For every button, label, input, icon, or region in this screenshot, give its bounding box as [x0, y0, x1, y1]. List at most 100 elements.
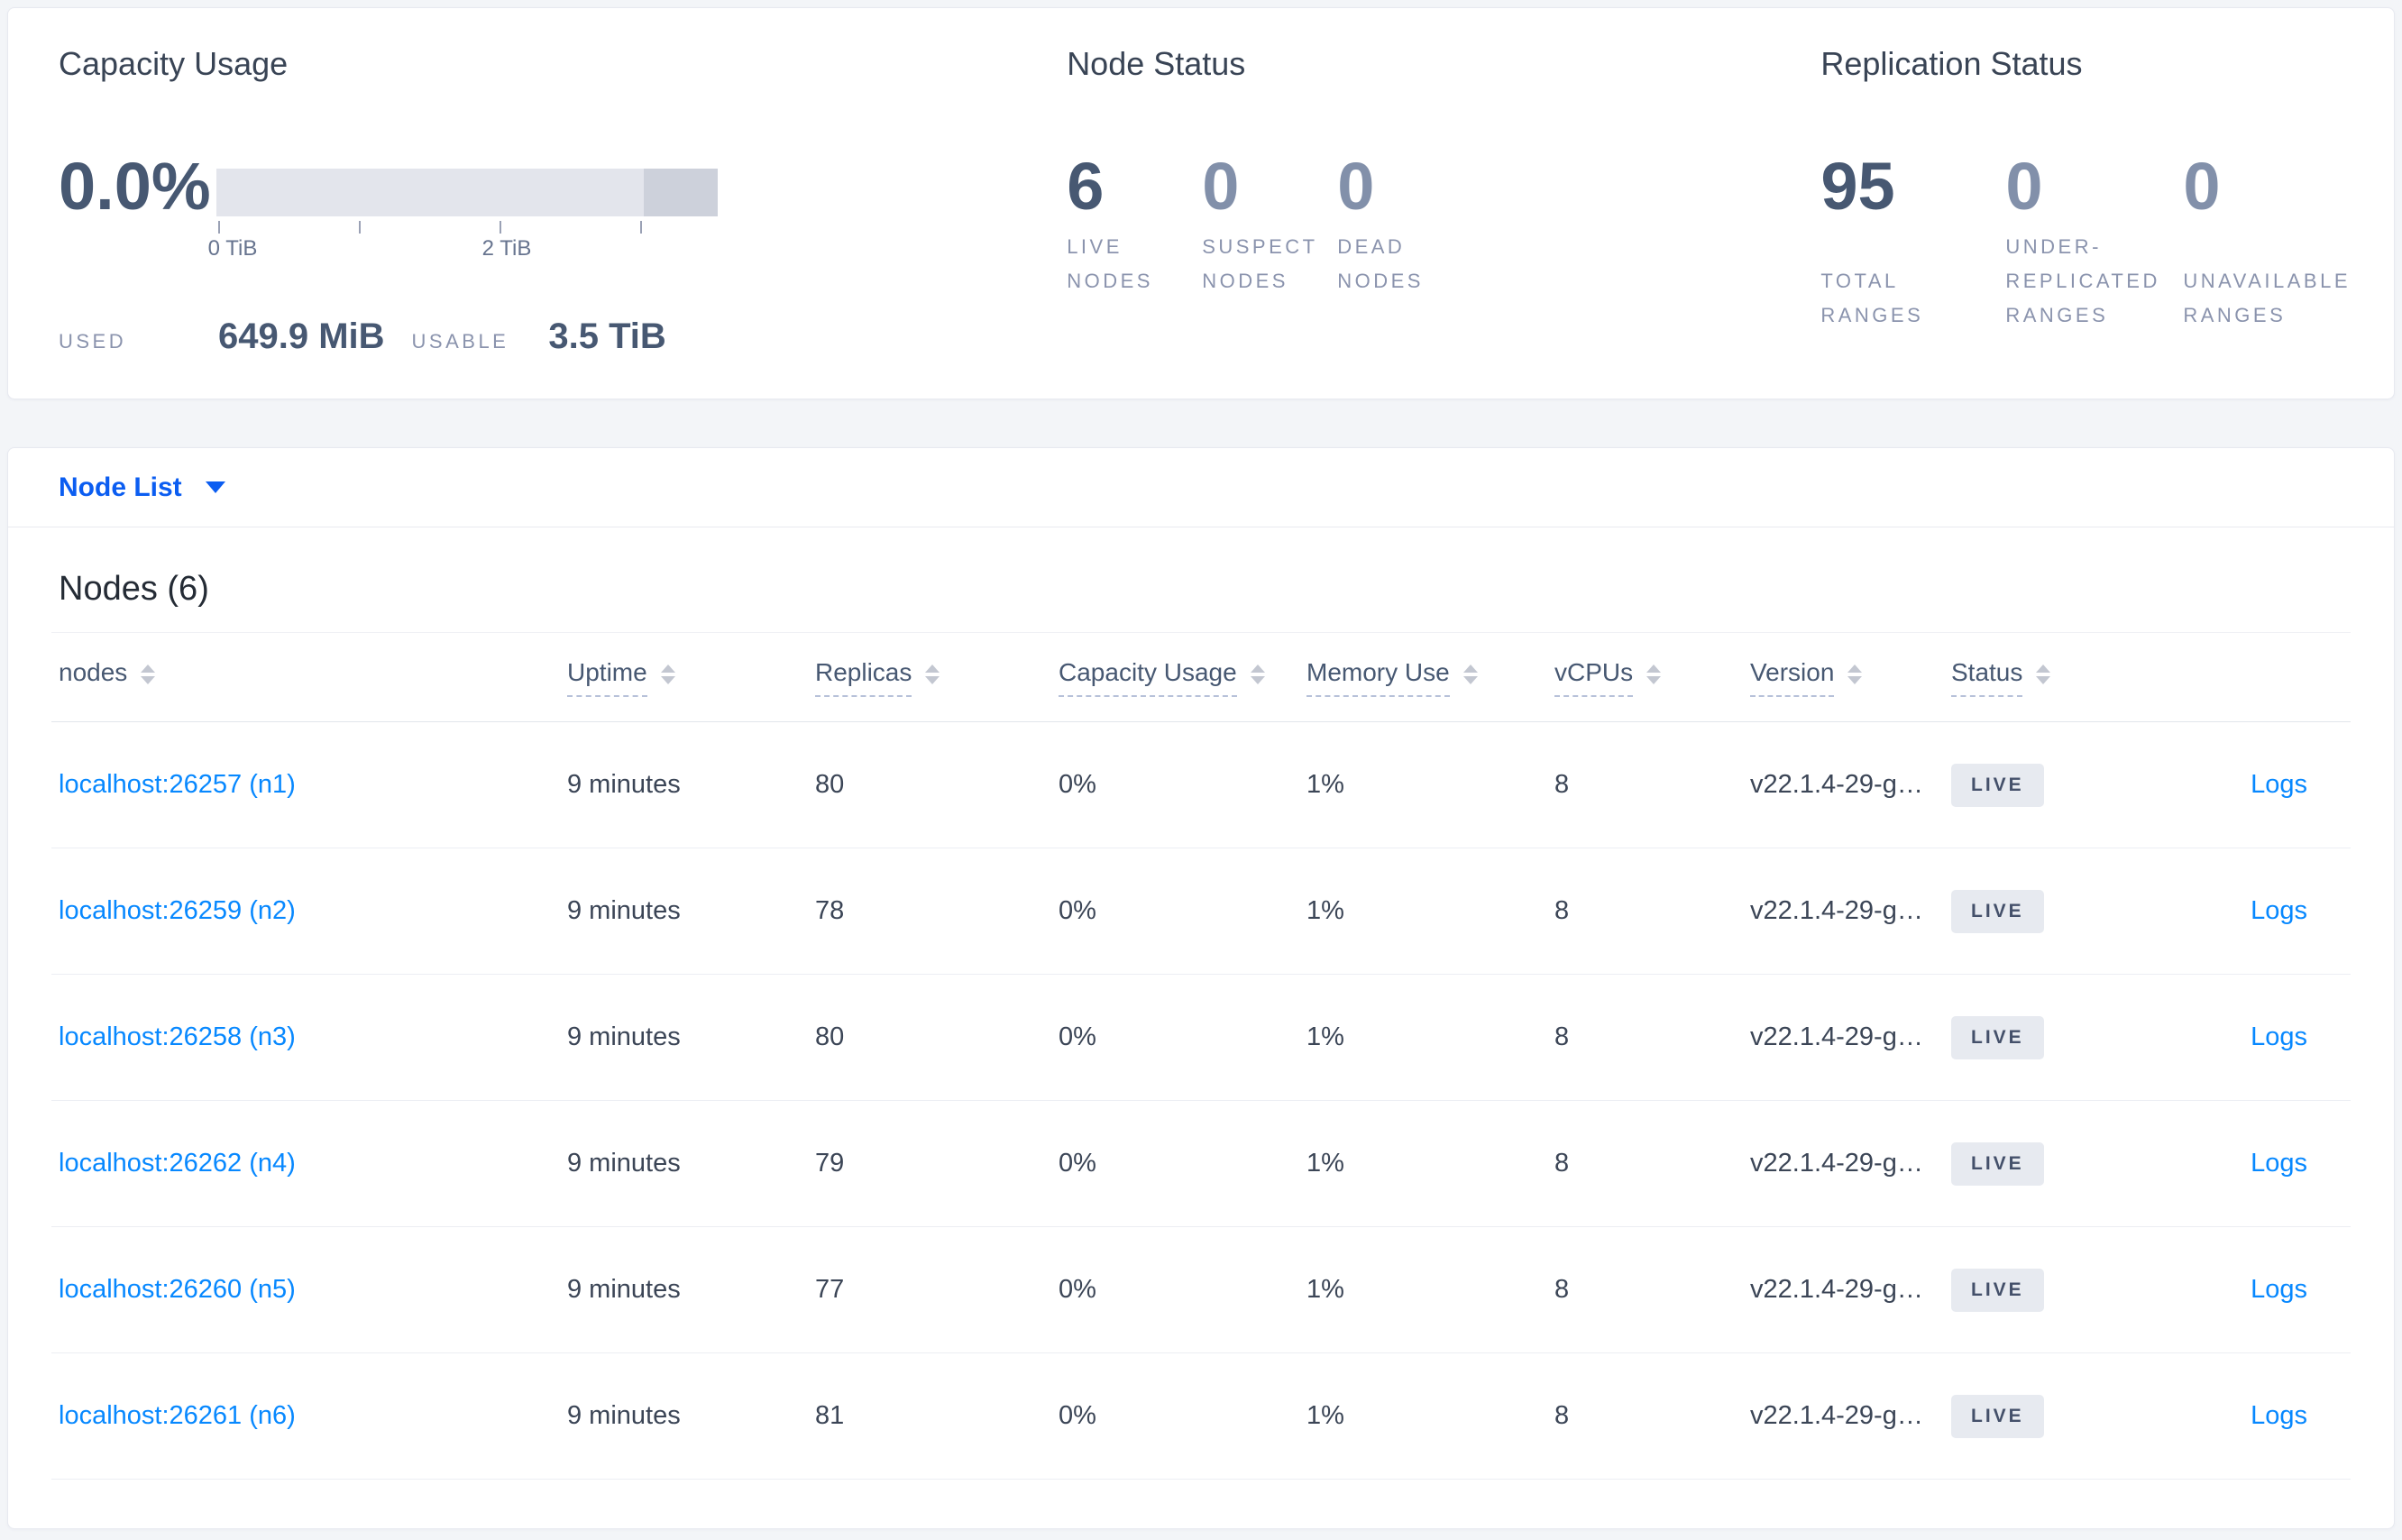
nodes-table-body: localhost:26257 (n1) 9 minutes 80 0% 1% … [51, 722, 2351, 1480]
uptime-cell: 9 minutes [567, 1275, 681, 1304]
vcpus-cell: 8 [1554, 1149, 1570, 1178]
replicas-cell: 78 [815, 896, 845, 925]
vcpus-cell: 8 [1554, 1401, 1570, 1430]
sort-icon [1462, 665, 1478, 684]
dead-nodes-count: 0 [1337, 149, 1375, 224]
column-label: Capacity Usage [1059, 657, 1237, 697]
table-row: localhost:26259 (n2) 9 minutes 78 0% 1% … [51, 848, 2351, 975]
capacity-bar-tick-labels: 0 TiB 2 TiB [208, 234, 718, 263]
node-list-dropdown[interactable]: Node List [59, 472, 225, 502]
node-status-metrics: 6 LIVE NODES 0 SUSPECT NODES 0 DEAD NODE… [1067, 147, 1820, 300]
version-cell: v22.1.4-29-g… [1750, 770, 1923, 799]
node-list-card: Node List Nodes (6) nodes Uptime Replica… [7, 447, 2395, 1529]
used-label: USED [59, 330, 127, 353]
table-row: localhost:26260 (n5) 9 minutes 77 0% 1% … [51, 1227, 2351, 1353]
sort-icon [925, 665, 940, 684]
node-status-title: Node Status [1067, 45, 1246, 82]
status-badge: LIVE [1951, 1268, 2044, 1312]
dead-nodes-label: DEAD NODES [1337, 235, 1424, 292]
replication-status-title: Replication Status [1820, 45, 2083, 82]
uptime-cell: 9 minutes [567, 1149, 681, 1178]
logs-link[interactable]: Logs [2251, 896, 2307, 925]
unavailable-ranges-count: 0 [2183, 149, 2221, 224]
logs-link[interactable]: Logs [2251, 770, 2307, 799]
node-list-dropdown-label: Node List [59, 472, 182, 502]
node-link[interactable]: localhost:26258 (n3) [59, 1022, 296, 1051]
suspect-nodes-count: 0 [1202, 149, 1240, 224]
node-link[interactable]: localhost:26260 (n5) [59, 1275, 296, 1304]
capacity-used-row: USED 649.9 MiB USABLE 3.5 TiB [59, 316, 1067, 362]
capacity-cell: 0% [1059, 1275, 1096, 1304]
capacity-cell: 0% [1059, 1401, 1096, 1430]
version-cell: v22.1.4-29-g… [1750, 1275, 1923, 1304]
vcpus-cell: 8 [1554, 1275, 1570, 1304]
status-badge: LIVE [1951, 889, 2044, 933]
column-header-uptime[interactable]: Uptime [545, 657, 793, 697]
column-label: Uptime [567, 657, 647, 697]
replicas-cell: 77 [815, 1275, 845, 1304]
view-selector-row: Node List [8, 448, 2394, 527]
column-label: Status [1951, 657, 2023, 697]
nodes-table: nodes Uptime Replicas Capacity Usage Mem… [51, 632, 2351, 1480]
table-row: localhost:26262 (n4) 9 minutes 79 0% 1% … [51, 1101, 2351, 1227]
capacity-bar: 0 TiB 2 TiB [208, 169, 718, 261]
status-badge: LIVE [1951, 1141, 2044, 1186]
column-header-status[interactable]: Status [1930, 657, 2177, 697]
replication-status-section: Replication Status 95 TOTAL RANGES 0 UND… [1820, 42, 2351, 362]
sort-icon [660, 665, 675, 684]
sort-icon [1847, 665, 1863, 684]
vcpus-cell: 8 [1554, 770, 1570, 799]
column-header-capacity-usage[interactable]: Capacity Usage [1037, 657, 1285, 697]
usable-value: 3.5 TiB [548, 316, 666, 356]
replicas-cell: 80 [815, 1022, 845, 1051]
logs-link[interactable]: Logs [2251, 1149, 2307, 1178]
uptime-cell: 9 minutes [567, 896, 681, 925]
column-header-version[interactable]: Version [1728, 657, 1930, 697]
replicas-cell: 79 [815, 1149, 845, 1178]
memory-cell: 1% [1306, 896, 1344, 925]
table-row: localhost:26258 (n3) 9 minutes 80 0% 1% … [51, 975, 2351, 1101]
column-header-vcpus[interactable]: vCPUs [1533, 657, 1728, 697]
memory-cell: 1% [1306, 1401, 1344, 1430]
column-header-nodes[interactable]: nodes [51, 657, 545, 697]
logs-link[interactable]: Logs [2251, 1401, 2307, 1430]
sort-icon [1250, 665, 1265, 684]
replicas-cell: 81 [815, 1401, 845, 1430]
capacity-bar-end-segment [644, 169, 718, 216]
tick-label-2: 2 TiB [481, 236, 532, 261]
vcpus-cell: 8 [1554, 896, 1570, 925]
total-ranges-label: TOTAL RANGES [1820, 270, 1924, 326]
capacity-bar-ticks [216, 216, 718, 234]
under-replicated-ranges-count: 0 [2005, 149, 2043, 224]
vcpus-cell: 8 [1554, 1022, 1570, 1051]
live-nodes-label: LIVE NODES [1067, 235, 1153, 292]
memory-cell: 1% [1306, 1275, 1344, 1304]
node-link[interactable]: localhost:26262 (n4) [59, 1149, 296, 1178]
tick-mark [218, 221, 220, 234]
total-ranges-count: 95 [1820, 149, 1895, 224]
status-badge: LIVE [1951, 1394, 2044, 1438]
table-row: localhost:26257 (n1) 9 minutes 80 0% 1% … [51, 722, 2351, 848]
column-header-replicas[interactable]: Replicas [793, 657, 1037, 697]
status-badge: LIVE [1951, 763, 2044, 807]
node-link[interactable]: localhost:26259 (n2) [59, 896, 296, 925]
replicas-cell: 80 [815, 770, 845, 799]
column-label: Version [1750, 657, 1835, 697]
column-header-memory-use[interactable]: Memory Use [1285, 657, 1533, 697]
tick-label-0: 0 TiB [207, 236, 258, 261]
node-link[interactable]: localhost:26261 (n6) [59, 1401, 296, 1430]
node-link[interactable]: localhost:26257 (n1) [59, 770, 296, 799]
logs-link[interactable]: Logs [2251, 1022, 2307, 1051]
column-label: nodes [59, 658, 128, 686]
sort-icon [141, 665, 156, 684]
capacity-cell: 0% [1059, 1022, 1096, 1051]
status-badge: LIVE [1951, 1015, 2044, 1059]
memory-cell: 1% [1306, 1022, 1344, 1051]
capacity-usage-chart: 0.0% 0 TiB 2 TiB [59, 147, 1067, 261]
usable-label: USABLE [411, 330, 509, 353]
version-cell: v22.1.4-29-g… [1750, 1149, 1923, 1178]
live-nodes-count: 6 [1067, 149, 1105, 224]
logs-link[interactable]: Logs [2251, 1275, 2307, 1304]
memory-cell: 1% [1306, 1149, 1344, 1178]
